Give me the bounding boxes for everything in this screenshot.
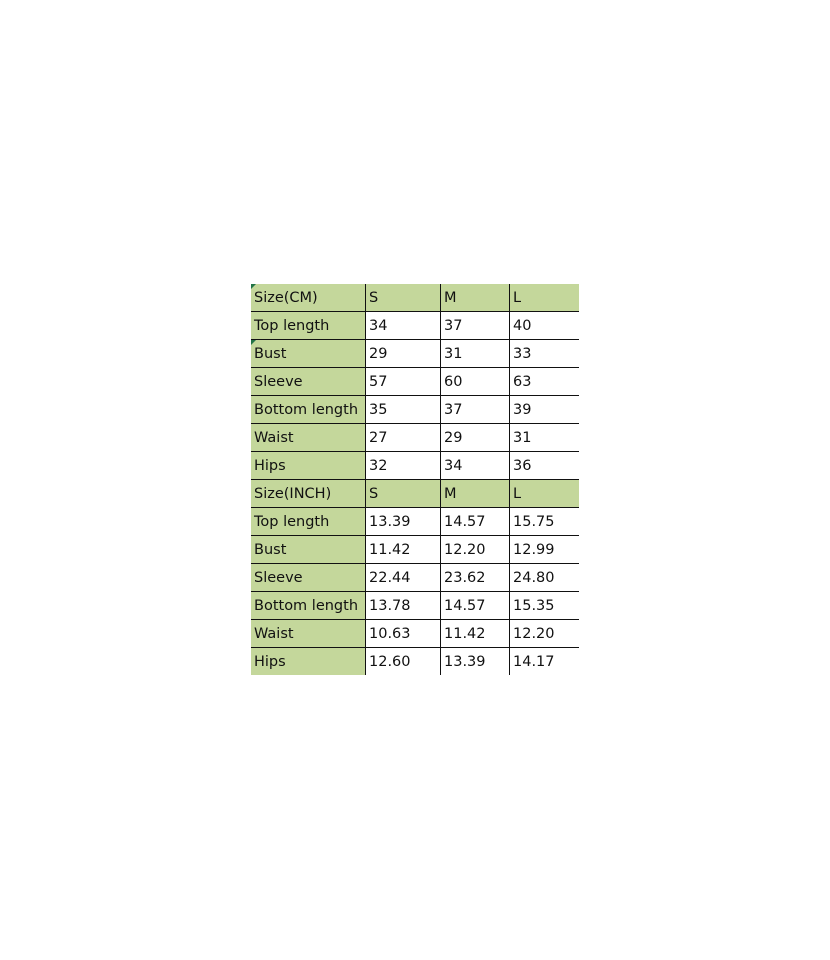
size-value: 14.57 <box>441 508 510 535</box>
cell-comment-marker <box>251 284 256 289</box>
table-row: Top length 34 37 40 <box>251 312 579 340</box>
table-row: Bust 11.42 12.20 12.99 <box>251 536 579 564</box>
size-value: 11.42 <box>441 620 510 647</box>
size-value: 40 <box>513 318 532 334</box>
size-value: 34 <box>441 452 510 479</box>
measurement-label: Bottom length <box>251 592 366 619</box>
table-row: Hips 32 34 36 <box>251 452 579 480</box>
size-value: 34 <box>366 312 441 339</box>
size-value: 39 <box>513 402 532 418</box>
measurement-label: Waist <box>251 620 366 647</box>
header-cell: M <box>441 284 510 311</box>
measurement-label: Hips <box>251 452 366 479</box>
size-value: 23.62 <box>441 564 510 591</box>
measurement-label: Top length <box>251 312 366 339</box>
size-value: 37 <box>441 396 510 423</box>
measurement-label: Top length <box>251 508 366 535</box>
table-row: Sleeve 22.44 23.62 24.80 <box>251 564 579 592</box>
header-cell: Size(CM) <box>251 284 366 311</box>
table-row: Top length 13.39 14.57 15.75 <box>251 508 579 536</box>
size-value: 60 <box>441 368 510 395</box>
table-header-row: Size(CM) S M L <box>251 284 579 312</box>
header-cell: L <box>510 480 579 507</box>
size-value: 37 <box>441 312 510 339</box>
size-value: 22.44 <box>366 564 441 591</box>
size-value: 13.39 <box>441 648 510 675</box>
size-value: 14.57 <box>441 592 510 619</box>
table-header-row: Size(INCH) S M L <box>251 480 579 508</box>
table-row: Sleeve 57 60 63 <box>251 368 579 396</box>
header-cell: L <box>510 284 579 311</box>
measurement-label: Sleeve <box>251 368 366 395</box>
size-value: 15.75 <box>513 514 555 530</box>
size-value: 29 <box>441 424 510 451</box>
size-value: 15.35 <box>513 598 555 614</box>
size-value: 10.63 <box>366 620 441 647</box>
size-value: 13.39 <box>366 508 441 535</box>
header-cell: S <box>366 480 441 507</box>
table-row: Bottom length 35 37 39 <box>251 396 579 424</box>
size-value: 31 <box>441 340 510 367</box>
size-value: 57 <box>366 368 441 395</box>
measurement-label: Bust <box>251 340 366 367</box>
header-cell: S <box>366 284 441 311</box>
size-value: 36 <box>513 458 532 474</box>
measurement-label: Bust <box>251 536 366 563</box>
size-value: 12.99 <box>513 542 555 558</box>
size-value: 29 <box>366 340 441 367</box>
cell-comment-marker <box>251 340 256 345</box>
size-value: 11.42 <box>366 536 441 563</box>
size-value: 32 <box>366 452 441 479</box>
table-row: Bottom length 13.78 14.57 15.35 <box>251 592 579 620</box>
size-value: 12.20 <box>441 536 510 563</box>
table-row: Hips 12.60 13.39 14.17 <box>251 648 579 676</box>
size-value: 12.60 <box>366 648 441 675</box>
size-value: 27 <box>366 424 441 451</box>
size-value: 13.78 <box>366 592 441 619</box>
measurement-label: Waist <box>251 424 366 451</box>
header-cell: M <box>441 480 510 507</box>
size-value: 12.20 <box>513 626 555 642</box>
table-row: Waist 10.63 11.42 12.20 <box>251 620 579 648</box>
size-value: 24.80 <box>513 570 555 586</box>
header-cell: Size(INCH) <box>251 480 366 507</box>
measurement-label: Bottom length <box>251 396 366 423</box>
size-value: 63 <box>513 374 532 390</box>
size-value: 31 <box>513 430 532 446</box>
size-value: 14.17 <box>513 654 555 670</box>
table-row: Bust 29 31 33 <box>251 340 579 368</box>
size-value: 35 <box>366 396 441 423</box>
measurement-label: Sleeve <box>251 564 366 591</box>
measurement-label: Hips <box>251 648 366 675</box>
size-chart-table: Size(CM) S M L Top length 34 37 40 Bust 29 31 33 Sle… <box>251 284 579 676</box>
size-value: 33 <box>513 346 532 362</box>
table-row: Waist 27 29 31 <box>251 424 579 452</box>
